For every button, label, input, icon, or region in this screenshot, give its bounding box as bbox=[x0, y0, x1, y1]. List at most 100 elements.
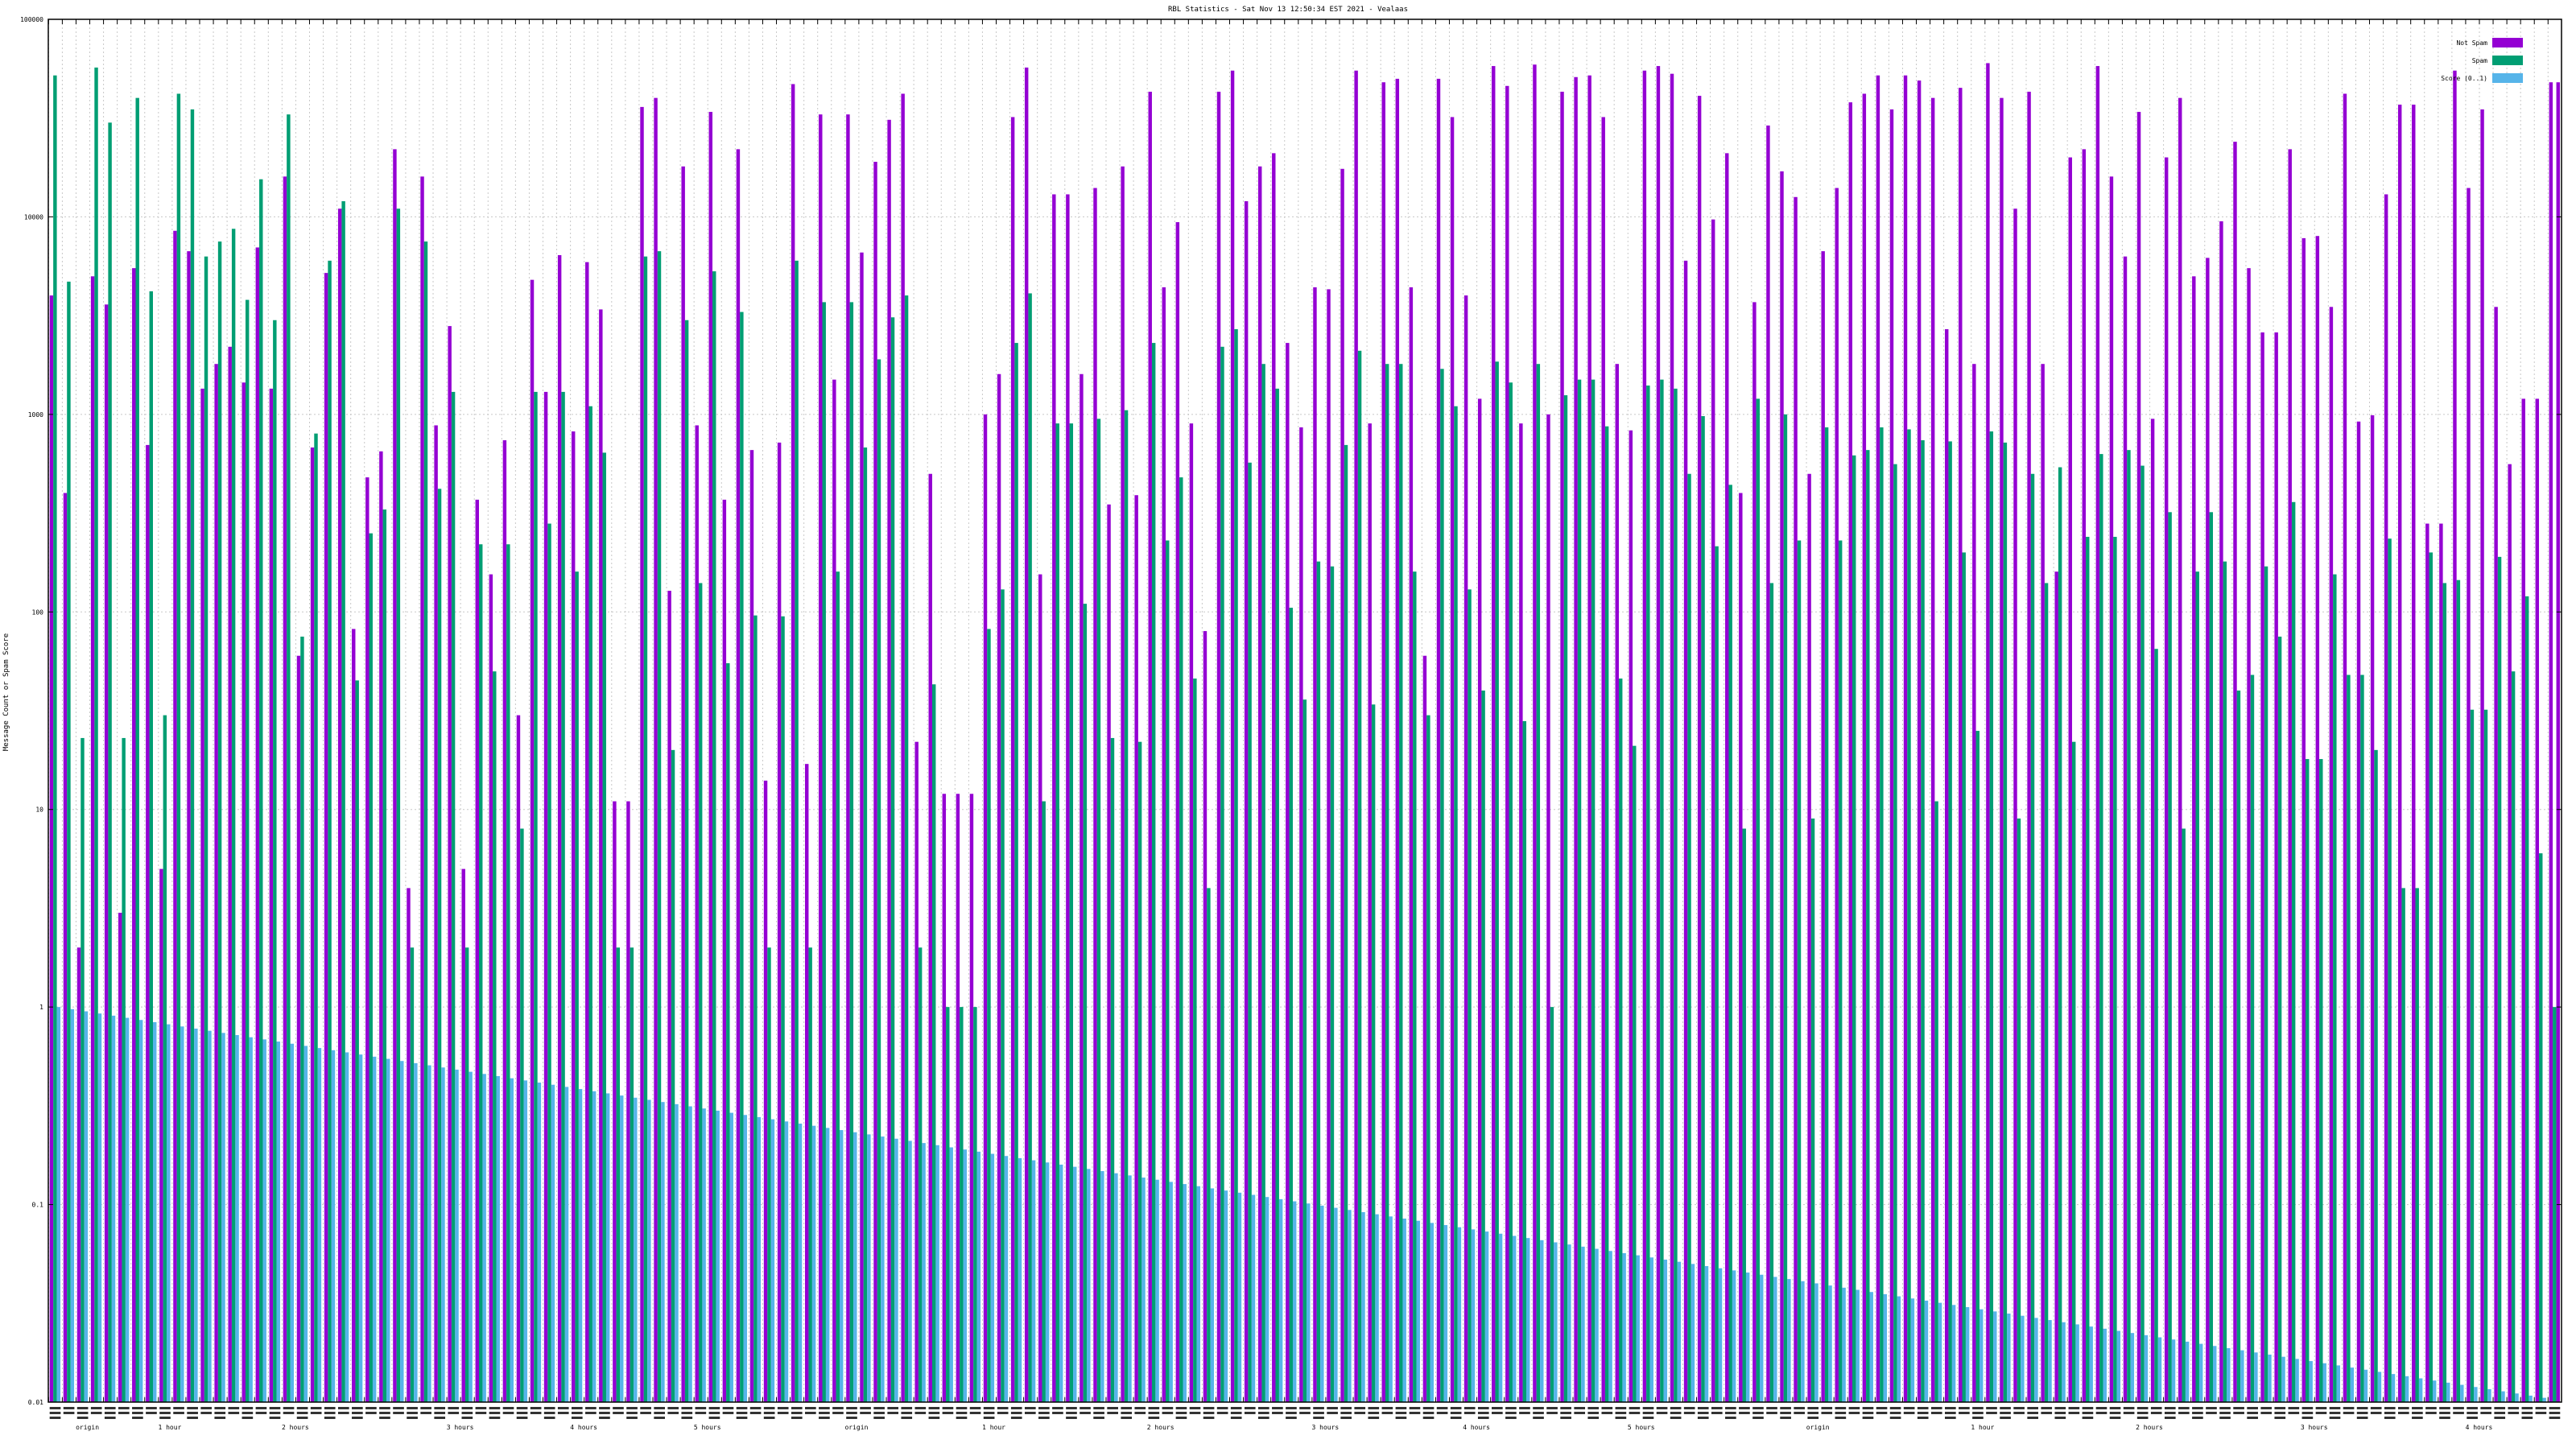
x-tick-label-mark bbox=[502, 1412, 514, 1414]
bar-spam bbox=[561, 391, 565, 1402]
bar-not-spam bbox=[1560, 91, 1564, 1403]
bar-not-spam bbox=[1216, 91, 1221, 1403]
bar-spam bbox=[1151, 343, 1156, 1402]
x-tick-label-mark bbox=[695, 1412, 707, 1414]
bar-spam bbox=[1536, 364, 1541, 1403]
x-tick-label-mark bbox=[1917, 1412, 1929, 1414]
x-tick-label-mark bbox=[502, 1407, 514, 1409]
x-tick-label-mark bbox=[1930, 1407, 1942, 1409]
bar-spam bbox=[2223, 561, 2227, 1402]
x-tick-label-mark bbox=[2027, 1407, 2039, 1409]
bar-score bbox=[1073, 1166, 1077, 1402]
bar-spam bbox=[1921, 439, 1925, 1402]
x-tick-label-mark bbox=[337, 1407, 349, 1409]
x-tick-label-mark bbox=[1986, 1407, 1997, 1409]
bar-spam bbox=[1646, 385, 1650, 1402]
x-tick-label-mark bbox=[969, 1412, 981, 1414]
x-tick-label-mark bbox=[1286, 1407, 1297, 1409]
bar-not-spam bbox=[90, 276, 95, 1402]
x-tick-label-mark bbox=[2054, 1407, 2066, 1409]
x-tick-label-mark bbox=[1945, 1407, 1956, 1409]
x-tick-label-mark bbox=[2082, 1412, 2094, 1414]
x-tick-label: 4 hours bbox=[570, 1424, 597, 1431]
bar-score bbox=[1554, 1242, 1558, 1402]
x-tick-label-mark bbox=[2000, 1417, 2011, 1419]
bar-spam bbox=[698, 583, 703, 1402]
x-tick-label-mark bbox=[1121, 1412, 1133, 1414]
bar-spam bbox=[479, 544, 483, 1403]
x-tick-label-mark bbox=[1272, 1407, 1283, 1409]
x-tick-label: 2 hours bbox=[2136, 1424, 2163, 1431]
bar-not-spam bbox=[2384, 194, 2388, 1402]
bar-score bbox=[1842, 1287, 1846, 1402]
bar-spam bbox=[1193, 679, 1197, 1402]
x-tick-label-mark bbox=[1835, 1407, 1847, 1409]
bar-spam bbox=[314, 433, 318, 1402]
x-tick-label-mark bbox=[1244, 1412, 1256, 1414]
bar-not-spam bbox=[2027, 91, 2031, 1403]
x-tick-label-mark bbox=[1313, 1407, 1324, 1409]
bar-spam bbox=[1207, 888, 1211, 1402]
x-tick-label-mark bbox=[2219, 1412, 2231, 1414]
x-tick-label-mark bbox=[1230, 1412, 1242, 1414]
bar-spam bbox=[547, 523, 551, 1403]
x-tick-label-mark bbox=[571, 1417, 583, 1419]
bar-not-spam bbox=[667, 590, 671, 1402]
bar-spam bbox=[2524, 596, 2529, 1402]
bar-spam bbox=[122, 737, 126, 1402]
bar-not-spam bbox=[2260, 332, 2264, 1402]
x-tick-label-mark bbox=[901, 1412, 913, 1414]
bar-not-spam bbox=[708, 111, 713, 1402]
bar-not-spam bbox=[763, 780, 768, 1402]
x-tick-label-mark bbox=[407, 1407, 418, 1409]
x-tick-label-mark bbox=[1587, 1417, 1600, 1419]
x-tick-label-mark bbox=[2150, 1412, 2162, 1414]
x-tick-label-mark bbox=[1876, 1412, 1888, 1414]
bar-score bbox=[2075, 1324, 2079, 1402]
bar-spam bbox=[960, 1007, 964, 1402]
x-tick-label-mark bbox=[296, 1412, 308, 1414]
bar-score bbox=[1828, 1285, 1832, 1402]
x-tick-label-mark bbox=[1368, 1412, 1380, 1414]
x-tick-label-mark bbox=[1656, 1407, 1668, 1409]
x-tick-label-mark bbox=[969, 1407, 981, 1409]
x-tick-label-mark bbox=[667, 1412, 679, 1414]
bar-score bbox=[1389, 1216, 1393, 1402]
x-tick-label-mark bbox=[2247, 1417, 2258, 1419]
x-tick-label-mark bbox=[269, 1412, 281, 1414]
x-tick-label-mark bbox=[159, 1412, 171, 1414]
x-tick-label-mark bbox=[2480, 1407, 2491, 1409]
x-tick-label-mark bbox=[2109, 1412, 2121, 1414]
bar-spam bbox=[1014, 343, 1018, 1402]
y-tick-label: 100000 bbox=[20, 16, 43, 23]
bar-score bbox=[2144, 1334, 2149, 1402]
x-tick-label-mark bbox=[1066, 1417, 1077, 1419]
x-tick-label: 1 hour bbox=[982, 1424, 1005, 1431]
x-tick-label-mark bbox=[1903, 1407, 1915, 1409]
bar-score bbox=[605, 1093, 610, 1402]
bar-spam bbox=[1715, 546, 1719, 1402]
x-tick-label-mark bbox=[516, 1407, 528, 1409]
bar-score bbox=[1732, 1270, 1736, 1402]
x-tick-label-mark bbox=[2274, 1412, 2286, 1414]
bar-spam bbox=[1042, 801, 1046, 1402]
x-tick-label-mark bbox=[1780, 1407, 1791, 1409]
x-tick-label-mark bbox=[736, 1417, 748, 1419]
bar-score bbox=[2542, 1397, 2546, 1402]
x-tick-label-mark bbox=[214, 1407, 226, 1409]
bar-spam bbox=[1797, 540, 1802, 1403]
x-tick-label-mark bbox=[2521, 1417, 2533, 1419]
bar-spam bbox=[1289, 608, 1293, 1402]
bar-score bbox=[2227, 1347, 2231, 1402]
legend-label: Not Spam bbox=[2456, 39, 2487, 47]
x-tick-label-mark bbox=[337, 1412, 349, 1414]
bar-spam bbox=[1166, 540, 1170, 1403]
bar-not-spam bbox=[1889, 109, 1894, 1403]
x-tick-label-mark bbox=[1725, 1412, 1736, 1414]
bar-score bbox=[386, 1058, 390, 1402]
x-tick-label: 1 hour bbox=[1971, 1424, 1994, 1431]
bar-not-spam bbox=[1327, 289, 1331, 1403]
bar-score bbox=[2363, 1369, 2368, 1402]
x-tick-label-mark bbox=[887, 1412, 899, 1414]
x-tick-label-mark bbox=[1463, 1412, 1476, 1414]
